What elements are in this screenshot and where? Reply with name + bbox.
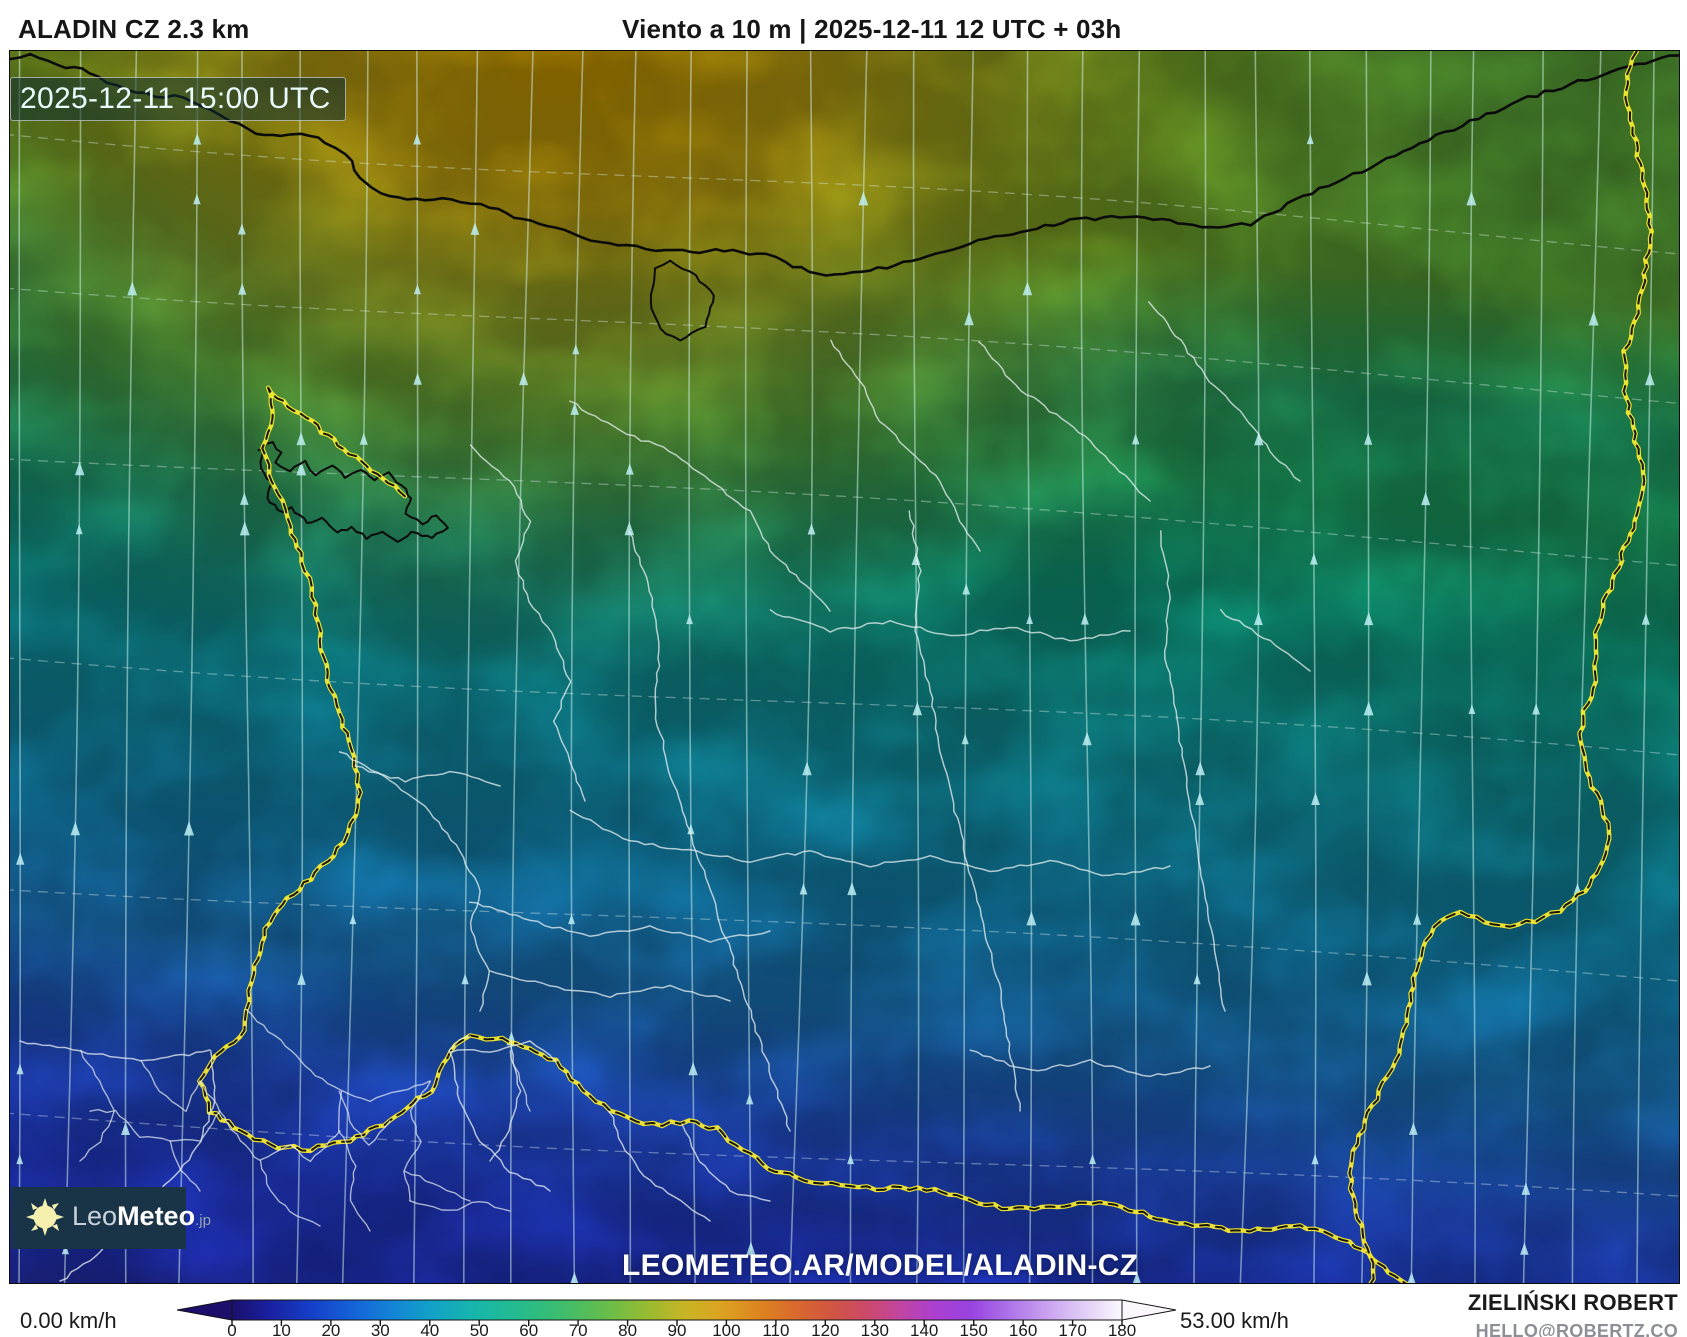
svg-text:0: 0 — [227, 1321, 236, 1337]
svg-text:150: 150 — [960, 1321, 988, 1337]
svg-text:120: 120 — [811, 1321, 839, 1337]
svg-text:70: 70 — [569, 1321, 588, 1337]
svg-text:140: 140 — [910, 1321, 938, 1337]
svg-text:20: 20 — [321, 1321, 340, 1337]
svg-text:160: 160 — [1009, 1321, 1037, 1337]
svg-text:110: 110 — [762, 1321, 789, 1337]
svg-text:80: 80 — [618, 1321, 637, 1337]
svg-text:50: 50 — [470, 1321, 489, 1337]
svg-text:90: 90 — [668, 1321, 687, 1337]
svg-text:40: 40 — [420, 1321, 439, 1337]
svg-text:30: 30 — [371, 1321, 390, 1337]
svg-text:10: 10 — [272, 1321, 291, 1337]
svg-text:170: 170 — [1058, 1321, 1086, 1337]
svg-text:60: 60 — [519, 1321, 538, 1337]
svg-text:180: 180 — [1108, 1321, 1136, 1337]
svg-text:100: 100 — [712, 1321, 740, 1337]
svg-text:130: 130 — [861, 1321, 889, 1337]
